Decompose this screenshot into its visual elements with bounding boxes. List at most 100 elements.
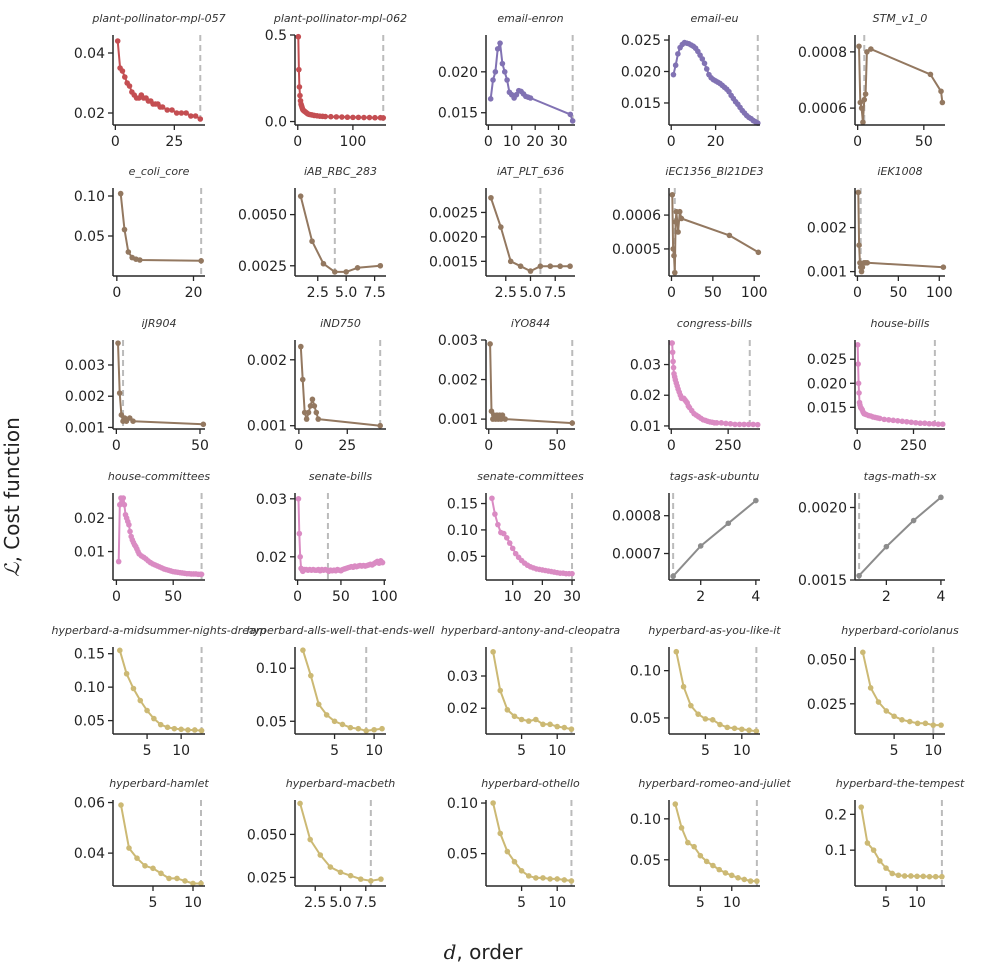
data-point — [702, 716, 709, 722]
data-point — [333, 114, 340, 120]
x-tick-label: 50 — [548, 438, 566, 454]
subplot-title: senate-bills — [309, 470, 372, 483]
data-point — [504, 77, 510, 83]
subplot-title: tags-math-sx — [864, 470, 937, 483]
data-point — [121, 226, 128, 233]
subplot-iYO844: iYO844 0.001 0.002 0.003 0 50 — [438, 317, 576, 454]
data-point — [673, 648, 680, 655]
data-point — [672, 801, 679, 807]
series-line — [861, 652, 942, 727]
subplot-iND750: iND750 0.001 0.002 0 25 — [247, 317, 386, 454]
y-tick-label: 0.020 — [438, 65, 478, 81]
data-point — [498, 224, 504, 230]
data-point — [753, 728, 760, 734]
x-tick-label: 2.5 — [304, 895, 326, 911]
y-tick-label: 0.04 — [74, 46, 105, 62]
subplot-senate-bills: senate-bills 0.02 0.03 0 50 100 — [256, 470, 398, 605]
data-point — [517, 263, 524, 270]
data-point — [527, 95, 534, 101]
data-point — [134, 855, 140, 861]
data-point — [569, 570, 575, 577]
x-tick-label: 20 — [185, 285, 203, 301]
data-point — [685, 839, 691, 846]
data-point — [903, 418, 910, 425]
y-tick-label: 0.025 — [247, 870, 287, 886]
x-tick-label: 250 — [715, 438, 742, 454]
data-point — [368, 878, 374, 884]
subplot-email-eu: email-eu 0.015 0.020 0.025 0 20 — [621, 12, 761, 150]
data-point — [672, 219, 679, 225]
y-tick-label: 0.002 — [438, 373, 478, 389]
y-tick-label: 0.05 — [74, 229, 105, 245]
subplot-title: iYO844 — [511, 317, 550, 330]
y-tick-label: 0.05 — [74, 714, 105, 730]
subplot-STM_v1_0: STM_v1_0 0.0006 0.0008 0 50 — [798, 12, 946, 150]
data-point — [699, 56, 706, 62]
data-point — [691, 843, 697, 850]
data-point — [347, 724, 354, 731]
data-point — [296, 66, 302, 73]
subplot-hyperbard-macbeth: hyperbard-macbeth 0.025 0.050 2.5 5.0 7.5 — [247, 777, 395, 911]
x-tick-label: 50 — [915, 134, 933, 150]
data-point — [669, 340, 675, 346]
data-point — [741, 876, 748, 883]
subplot-title: hyperbard-hamlet — [109, 777, 209, 790]
data-point — [130, 685, 137, 692]
subplot-house-bills: house-bills 0.015 0.020 0.025 0 250 — [807, 317, 946, 454]
data-point — [492, 511, 498, 517]
data-point — [939, 873, 945, 880]
series-line — [297, 36, 384, 119]
y-tick-label: 0.0 — [265, 115, 287, 131]
data-point — [347, 872, 354, 879]
data-point — [669, 349, 676, 356]
data-point — [488, 194, 494, 201]
subplot-hyperbard-a-midsummer-nights-dream: hyperbard-a-midsummer-nights-dream 0.05 0.… — [52, 624, 267, 759]
y-tick-label: 0.01 — [630, 419, 661, 435]
data-point — [499, 412, 506, 418]
subplot-hyperbard-alls-well-that-ends-well: hyperbard-alls-well-that-ends-well 0.05 0.… — [247, 624, 435, 759]
data-point — [926, 420, 933, 427]
subplot-title: congress-bills — [677, 317, 753, 330]
x-tick-label: 10 — [503, 134, 521, 150]
data-point — [339, 114, 345, 120]
series-line — [489, 42, 574, 122]
y-tick-label: 0.05 — [630, 853, 661, 869]
data-point — [509, 545, 516, 552]
data-point — [547, 876, 553, 882]
subplot-title: hyperbard-othello — [481, 777, 580, 790]
y-tick-label: 0.0006 — [798, 101, 847, 117]
data-point — [361, 114, 367, 121]
data-point — [670, 71, 677, 78]
y-tick-label: 0.02 — [74, 106, 105, 122]
data-point — [867, 685, 874, 691]
x-tick-label: 5 — [696, 895, 705, 911]
subplot-hyperbard-antony-and-cleopatra: hyperbard-antony-and-cleopatra 0.02 0.03 5 1… — [441, 624, 621, 759]
subplot-title: plant-pollinator-mpl-057 — [91, 12, 225, 25]
y-tick-label: 0.003 — [65, 358, 105, 374]
data-point — [117, 647, 123, 654]
y-tick-label: 0.5 — [265, 28, 287, 44]
x-tick-label: 5 — [517, 743, 526, 759]
data-point — [912, 419, 919, 426]
data-point — [527, 268, 534, 274]
data-point — [895, 872, 902, 879]
data-point — [917, 420, 924, 427]
data-point — [858, 105, 865, 111]
y-tick-label: 0.05 — [630, 711, 661, 727]
data-point — [671, 252, 677, 259]
data-point — [495, 521, 501, 528]
data-point — [724, 724, 731, 731]
y-tick-label: 0.002 — [65, 389, 105, 405]
x-tick-label: 4 — [751, 589, 760, 605]
data-point — [320, 260, 327, 267]
x-tick-label: 7.5 — [363, 285, 385, 301]
data-point — [166, 875, 172, 882]
data-point — [487, 341, 493, 347]
data-point — [150, 865, 156, 872]
data-point — [864, 840, 871, 846]
subplot-hyperbard-as-you-like-it: hyperbard-as-you-like-it 0.05 0.10 5 10 — [630, 624, 781, 759]
data-point — [741, 421, 747, 428]
series-line — [856, 344, 943, 426]
data-point — [117, 190, 124, 197]
y-tick-label: 0.001 — [247, 419, 287, 435]
